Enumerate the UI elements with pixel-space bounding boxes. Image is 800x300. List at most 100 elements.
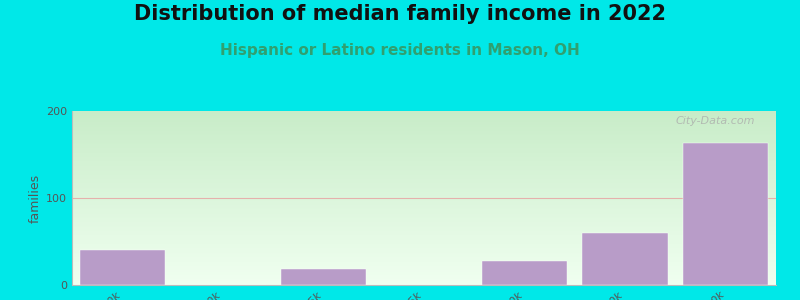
Bar — [72, 181, 776, 182]
Bar — [72, 214, 776, 215]
Bar — [72, 263, 776, 264]
Bar — [72, 144, 776, 145]
Bar — [72, 238, 776, 239]
Bar — [72, 280, 776, 281]
Bar — [72, 126, 776, 127]
Bar — [72, 131, 776, 132]
Bar — [72, 274, 776, 275]
Bar — [72, 159, 776, 160]
Bar — [72, 139, 776, 140]
Bar — [72, 224, 776, 225]
Bar — [72, 223, 776, 224]
Bar — [72, 235, 776, 236]
Bar — [72, 151, 776, 152]
Bar — [72, 190, 776, 191]
Bar — [72, 132, 776, 133]
Bar — [72, 261, 776, 262]
Bar — [72, 217, 776, 218]
Bar — [72, 231, 776, 232]
Bar — [72, 211, 776, 212]
Bar — [72, 149, 776, 150]
Bar — [72, 160, 776, 161]
Bar — [72, 175, 776, 176]
Bar — [72, 135, 776, 136]
Bar — [72, 136, 776, 137]
Bar — [72, 283, 776, 284]
Bar — [72, 245, 776, 246]
Bar — [72, 277, 776, 278]
Bar — [72, 246, 776, 247]
Bar — [683, 143, 769, 285]
Bar — [72, 152, 776, 153]
Bar — [72, 113, 776, 114]
Bar — [72, 123, 776, 124]
Bar — [72, 160, 776, 161]
Bar — [482, 261, 567, 285]
Bar — [582, 233, 668, 285]
Bar — [72, 205, 776, 206]
Bar — [72, 166, 776, 167]
Bar — [72, 215, 776, 216]
Bar — [72, 226, 776, 227]
Bar — [72, 200, 776, 201]
Bar — [72, 146, 776, 147]
Bar — [72, 271, 776, 272]
Bar — [72, 250, 776, 251]
Bar — [72, 233, 776, 234]
Bar — [72, 133, 776, 134]
Bar — [72, 138, 776, 139]
Bar — [72, 258, 776, 259]
Bar — [72, 169, 776, 170]
Bar — [72, 221, 776, 222]
Bar — [79, 250, 165, 285]
Bar — [72, 232, 776, 233]
Bar — [72, 216, 776, 217]
Bar — [72, 148, 776, 149]
Bar — [72, 122, 776, 123]
Bar — [72, 121, 776, 122]
Bar — [72, 225, 776, 226]
Bar — [72, 188, 776, 189]
Bar — [72, 279, 776, 280]
Bar — [72, 150, 776, 151]
Bar — [72, 240, 776, 241]
Bar — [72, 209, 776, 210]
Bar — [72, 118, 776, 119]
Bar — [72, 230, 776, 231]
Bar — [72, 174, 776, 175]
Bar — [72, 179, 776, 180]
Bar — [72, 212, 776, 213]
Bar — [72, 229, 776, 230]
Bar — [72, 158, 776, 159]
Bar — [72, 264, 776, 265]
Bar — [72, 213, 776, 214]
Bar — [72, 145, 776, 146]
Bar — [72, 251, 776, 252]
Bar — [72, 260, 776, 261]
Bar — [72, 173, 776, 174]
Bar — [72, 219, 776, 220]
Bar — [72, 259, 776, 260]
Bar — [72, 155, 776, 156]
Bar — [72, 162, 776, 163]
Bar — [72, 270, 776, 271]
Bar — [72, 262, 776, 263]
Bar — [72, 265, 776, 266]
Bar — [72, 186, 776, 187]
Bar — [72, 207, 776, 208]
Bar — [72, 247, 776, 248]
Bar — [72, 168, 776, 169]
Bar — [72, 284, 776, 285]
Bar — [72, 192, 776, 193]
Bar — [72, 116, 776, 117]
Text: Hispanic or Latino residents in Mason, OH: Hispanic or Latino residents in Mason, O… — [220, 44, 580, 59]
Bar — [72, 184, 776, 185]
Bar — [72, 119, 776, 120]
Bar — [72, 269, 776, 270]
Text: Distribution of median family income in 2022: Distribution of median family income in … — [134, 4, 666, 25]
Bar — [72, 141, 776, 142]
Bar — [72, 281, 776, 282]
Bar — [72, 115, 776, 116]
Bar — [72, 248, 776, 249]
Bar — [72, 178, 776, 179]
